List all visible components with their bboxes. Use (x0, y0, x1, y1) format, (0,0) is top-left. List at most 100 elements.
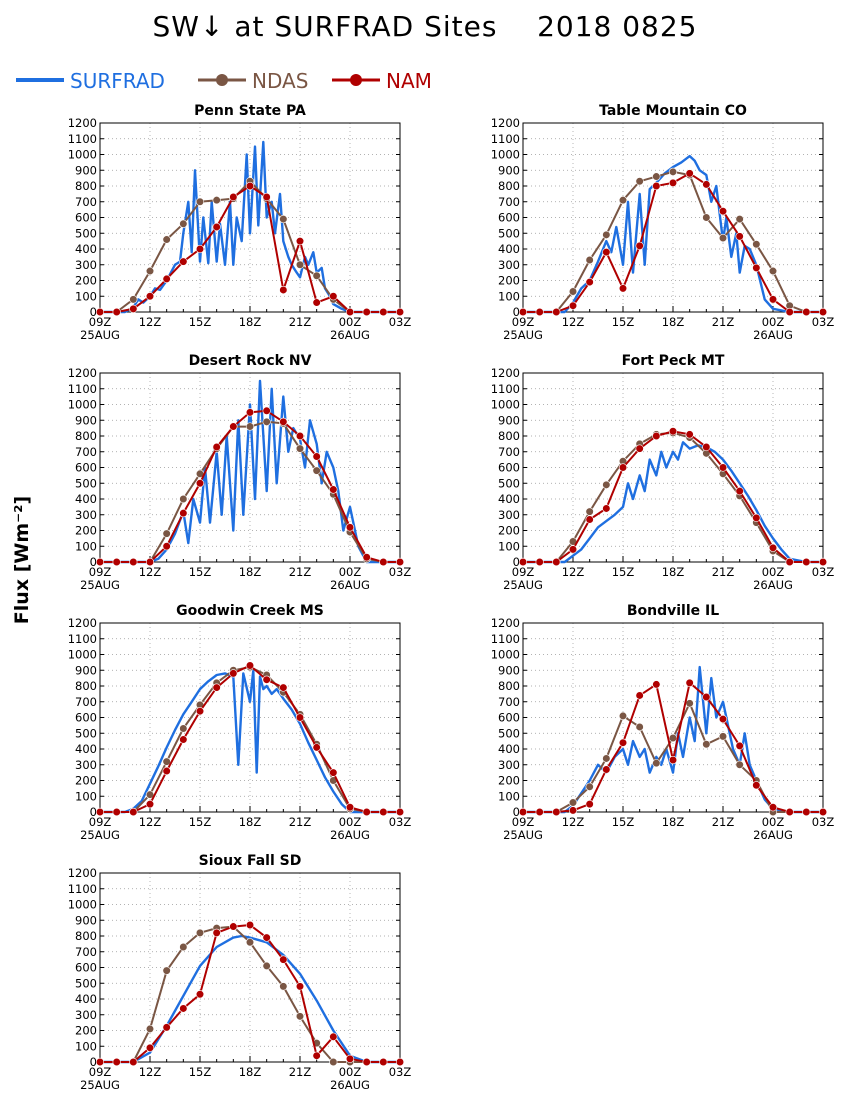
panel-title: Table Mountain CO (599, 103, 747, 119)
x-tick-label: 21Z (289, 315, 312, 329)
data-point-nam (345, 523, 355, 532)
data-point-ndas (585, 507, 594, 516)
chart-title: SW↓ at SURFRAD Sites 2018 0825 (152, 10, 698, 43)
y-axis-label: Flux [Wm⁻²] (11, 496, 33, 624)
data-point-nam (785, 557, 794, 567)
y-tick-label: 900 (498, 413, 520, 427)
y-tick-label: 400 (75, 992, 97, 1006)
series-line-ndas (100, 180, 400, 313)
data-point-ndas (162, 235, 171, 244)
panel-title: Fort Peck MT (622, 353, 725, 369)
y-tick-label: 300 (498, 258, 520, 272)
data-point-nam (818, 807, 828, 817)
y-tick-label: 300 (75, 508, 97, 522)
x-tick-label: 21Z (289, 565, 312, 579)
data-point-ndas (195, 928, 205, 937)
data-point-nam (145, 1043, 155, 1052)
data-point-nam (195, 990, 205, 999)
data-point-nam (535, 807, 544, 817)
data-point-nam (295, 982, 305, 991)
data-point-nam (752, 781, 761, 790)
data-point-nam (585, 277, 594, 287)
y-tick-label: 600 (75, 211, 97, 225)
x-tick-label: 03Z (812, 565, 835, 579)
x-tick-label: 21Z (289, 1065, 312, 1079)
data-point-nam (329, 768, 338, 777)
data-point-ndas (635, 722, 644, 732)
y-tick-label: 0 (90, 1055, 97, 1069)
data-point-nam (179, 1004, 188, 1013)
data-point-nam (768, 543, 778, 552)
data-point-nam (262, 675, 271, 684)
series-line-ndas (100, 420, 400, 563)
y-tick-label: 300 (75, 1008, 97, 1022)
data-point-nam (195, 479, 205, 488)
y-tick-label: 1100 (68, 882, 97, 896)
data-point-ndas (295, 260, 305, 269)
y-tick-label: 1000 (68, 648, 97, 662)
x-tick-label: 15Z (189, 1065, 212, 1079)
x-tick-label: 09Z (89, 565, 112, 579)
data-point-nam (785, 307, 794, 317)
data-point-nam (262, 192, 271, 202)
legend-label-surfrad: SURFRAD (70, 69, 165, 93)
data-point-ndas (162, 757, 171, 766)
panel-title: Sioux Fall SD (199, 853, 302, 869)
y-tick-label: 0 (90, 555, 97, 569)
data-point-ndas (295, 444, 305, 453)
y-tick-label: 1200 (491, 616, 520, 630)
data-point-ndas (602, 754, 611, 763)
legend-label-nam: NAM (386, 69, 432, 93)
series-line-surfrad (100, 379, 400, 564)
x-tick-label: 18Z (239, 315, 262, 329)
data-point-ndas (618, 196, 628, 205)
y-tick-label: 1200 (68, 866, 97, 880)
data-point-nam (635, 241, 644, 250)
data-point-nam (345, 803, 355, 812)
data-point-ndas (162, 529, 171, 538)
y-tick-label: 0 (90, 305, 97, 319)
data-point-nam (162, 274, 171, 284)
x-tick-label: 15Z (189, 565, 212, 579)
y-tick-label: 700 (498, 445, 520, 459)
data-point-nam (602, 504, 611, 513)
data-point-nam (802, 807, 811, 817)
y-tick-label: 1200 (68, 366, 97, 380)
data-point-nam (95, 1057, 105, 1067)
data-point-nam (735, 232, 744, 241)
data-point-nam (395, 557, 405, 567)
panel-title: Bondville IL (627, 603, 719, 619)
data-point-nam (718, 207, 728, 216)
panel-title: Goodwin Creek MS (176, 603, 324, 619)
data-point-nam (162, 542, 171, 551)
data-point-ndas (312, 466, 321, 475)
x-tick-label: 09Z (512, 815, 535, 829)
y-tick-label: 600 (75, 711, 97, 725)
data-point-nam (262, 406, 271, 415)
x-tick-label: 09Z (89, 1065, 112, 1079)
x-tick-label: 00Z (762, 565, 785, 579)
data-point-nam (129, 557, 138, 567)
date-label: 26AUG (330, 828, 370, 842)
data-point-nam (279, 417, 288, 426)
data-point-nam (179, 509, 188, 518)
data-point-nam (145, 800, 155, 809)
date-label: 25AUG (80, 328, 120, 342)
y-tick-label: 700 (75, 445, 97, 459)
y-tick-label: 400 (498, 742, 520, 756)
x-tick-label: 03Z (812, 815, 835, 829)
data-point-nam (518, 557, 528, 567)
data-point-ndas (145, 266, 155, 276)
x-tick-label: 03Z (812, 315, 835, 329)
date-label: 26AUG (753, 328, 793, 342)
date-label: 25AUG (503, 578, 543, 592)
x-tick-label: 12Z (139, 1065, 162, 1079)
y-tick-label: 300 (75, 258, 97, 272)
data-point-nam (635, 691, 644, 700)
y-tick-label: 1000 (68, 148, 97, 162)
x-tick-label: 18Z (662, 565, 685, 579)
data-point-ndas (668, 167, 678, 176)
data-point-nam (95, 807, 105, 817)
x-tick-label: 21Z (289, 815, 312, 829)
data-point-nam (568, 545, 578, 554)
